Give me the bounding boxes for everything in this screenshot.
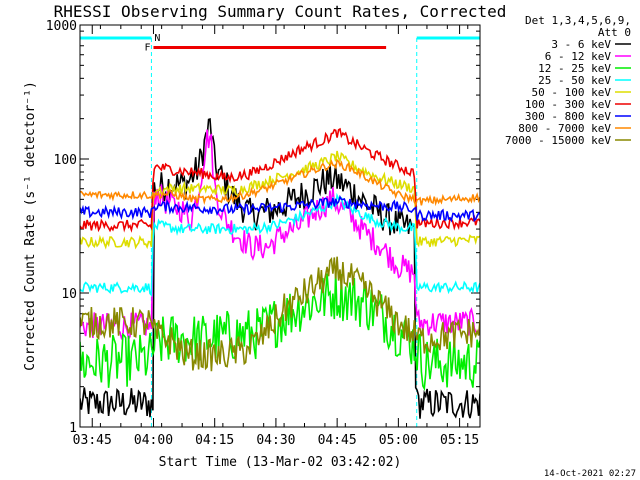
y-tick-label: 1	[69, 421, 77, 436]
footer-timestamp: 14-Oct-2021 02:27	[544, 469, 636, 479]
legend-header-line: Att 0	[598, 26, 631, 39]
series-line-6	[80, 194, 480, 223]
legend-entry-label: 100 - 300 keV	[525, 98, 611, 111]
flag-bars-layer: FN	[80, 33, 480, 427]
series-layer	[80, 118, 480, 419]
series-line-4	[80, 150, 480, 250]
x-tick-label: 04:00	[134, 433, 173, 448]
flag-label-N: N	[154, 33, 160, 44]
legend-entry-label: 7000 - 15000 keV	[505, 134, 611, 147]
y-tick-label: 1000	[46, 19, 77, 34]
series-line-3	[80, 192, 480, 297]
x-tick-label: 03:45	[73, 433, 112, 448]
legend-entry-label: 25 - 50 keV	[538, 74, 611, 87]
legend-entry-label: 50 - 100 keV	[532, 86, 612, 99]
x-tick-label: 05:15	[440, 433, 479, 448]
x-tick-label: 05:00	[379, 433, 418, 448]
x-tick-label: 04:30	[256, 433, 295, 448]
axis-ticks-layer	[79, 24, 480, 428]
plot-frame	[79, 24, 481, 428]
y-axis-label: Corrected Count Rate (s⁻¹ detector⁻¹)	[23, 81, 38, 371]
legend-entry-label: 800 - 7000 keV	[518, 122, 611, 135]
x-tick-labels: 03:45 04:00 04:15 04:30 04:45 05:00 05:15	[73, 433, 479, 448]
y-tick-label: 10	[61, 287, 77, 302]
x-tick-label: 04:45	[318, 433, 357, 448]
chart-title: RHESSI Observing Summary Count Rates, Co…	[54, 2, 507, 21]
flag-label-F: F	[144, 42, 150, 53]
y-tick-labels: 1 10 100 1000	[46, 19, 77, 436]
legend-entry-label: 6 - 12 keV	[545, 50, 612, 63]
x-tick-label: 04:15	[195, 433, 234, 448]
legend-entry-label: 300 - 800 keV	[525, 110, 611, 123]
legend-entry-label: 3 - 6 keV	[551, 38, 611, 51]
x-axis-label: Start Time (13-Mar-02 03:42:02)	[159, 455, 402, 470]
series-line-5	[80, 127, 480, 233]
y-tick-label: 100	[54, 153, 77, 168]
series-line-8	[80, 256, 480, 372]
series-line-7	[80, 158, 480, 207]
legend-entry-label: 12 - 25 keV	[538, 62, 611, 75]
series-line-1	[80, 129, 480, 342]
legend-header-line: Det 1,3,4,5,6,9,	[525, 14, 631, 27]
